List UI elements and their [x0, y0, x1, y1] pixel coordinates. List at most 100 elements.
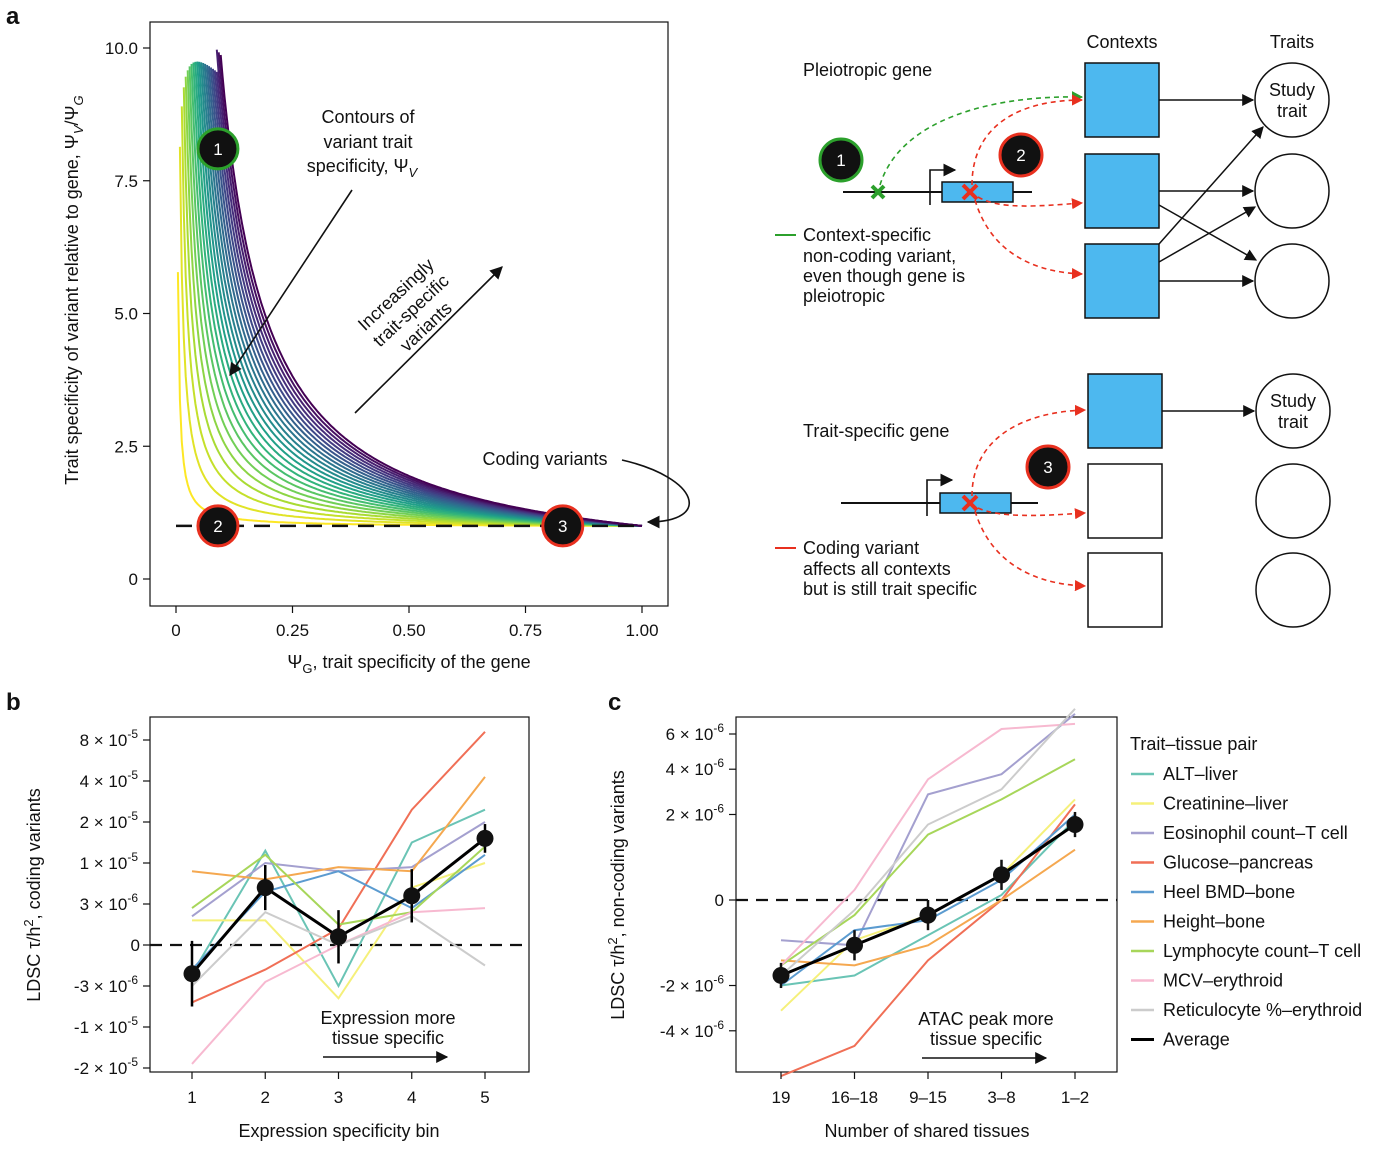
average-point [476, 829, 494, 847]
panel-a-letter: a [6, 3, 20, 30]
trait-circle-study-t [1255, 373, 1331, 449]
coding-annotation: Coding variants [482, 449, 607, 469]
y-tick-label: 2.5 [114, 437, 138, 456]
x-tick-label: 0.50 [392, 621, 425, 640]
increasing-arrow [354, 266, 503, 414]
point-marker-3 [541, 504, 585, 548]
y-tick-label: 3 × 10-6 [80, 891, 139, 914]
panel-b-annotation-line2: tissue specific [332, 1028, 444, 1048]
contours-annotation-line2: variant trait [323, 132, 412, 152]
series-line [780, 803, 1076, 1078]
coding-arrow [621, 459, 690, 529]
average-point [330, 928, 347, 946]
red-note-line1: Coding variant [803, 538, 919, 558]
series-line [192, 862, 486, 1000]
average-point [846, 936, 863, 954]
y-tick-label: 0 [129, 570, 138, 589]
red-dashed-arrow-1 [971, 94, 1084, 186]
red-note-line2: affects all contexts [803, 559, 951, 579]
panel-c-ylabel: LDSC τ/h2, non-coding variants [605, 770, 628, 1019]
point-marker-label: 2 [213, 517, 222, 536]
x-tick-label: 5 [480, 1088, 489, 1107]
series-line [191, 776, 486, 881]
panel-c-frame [735, 716, 1118, 1073]
panel-c-xlabel: Number of shared tissues [824, 1121, 1029, 1141]
trait-circle-p2 [1254, 153, 1330, 229]
red-dashed-arrow-6 [974, 510, 1087, 592]
contours-arrow [229, 189, 353, 377]
green-note-line4: pleiotropic [803, 286, 885, 306]
y-tick-label: 6 × 10-6 [666, 721, 725, 744]
ctx-trait-arrow-3 [1158, 204, 1258, 261]
series-line [191, 808, 486, 989]
red-dashed-arrow-5 [977, 507, 1087, 520]
legend-item-label: Average [1163, 1030, 1230, 1050]
green-dashed-arrow [879, 91, 1084, 186]
traits-header: Traits [1270, 32, 1314, 52]
study-trait-t-line2: trait [1278, 412, 1308, 432]
y-tick-label: 4 × 10-6 [666, 756, 725, 779]
y-tick-label: -4 × 10-6 [660, 1018, 724, 1041]
x-tick-label: 2 [261, 1088, 270, 1107]
average-point [993, 866, 1010, 884]
y-tick-label: 2 × 10-5 [80, 809, 139, 832]
average-point [183, 965, 201, 983]
pleiotropic-gene-box [941, 181, 1014, 203]
panel-a-points: 1 2 3 [196, 127, 585, 548]
legend: Trait–tissue pair ALT–liver Creatinine–li… [1130, 734, 1362, 1050]
y-tick-label: -3 × 10-6 [74, 973, 138, 996]
contours-annotation-line3: specificity, ΨV [307, 156, 419, 180]
marker-3-schematic [1025, 444, 1071, 490]
marker-3-schematic-label: 3 [1043, 458, 1052, 477]
x-tick-label: 19 [772, 1088, 791, 1107]
legend-item-label: Heel BMD–bone [1163, 882, 1295, 902]
x-tick-label: 16–18 [831, 1088, 878, 1107]
panel-b-annotation-line1: Expression more [320, 1008, 455, 1028]
legend-title: Trait–tissue pair [1130, 734, 1257, 754]
trait-specific-title: Trait-specific gene [803, 421, 949, 441]
marker-2-schematic-label: 2 [1016, 146, 1025, 165]
green-note-line1: Context-specific [803, 225, 931, 245]
legend-item-label: Height–bone [1163, 912, 1265, 932]
point-marker-label: 3 [558, 517, 567, 536]
marker-2-schematic [998, 132, 1044, 178]
context-box-p1 [1084, 62, 1160, 138]
panel-a-ticks: 0 0.25 0.50 0.75 1.00 0 2.5 5.0 7.5 10.0 [105, 39, 659, 640]
panel-c-chart: 19 16–18 9–15 3–8 1–2 6 × 10-6 4 × 10-6 2 × 10-… [605, 708, 1118, 1141]
contours-annotation-line1: Contours of [321, 107, 415, 127]
x-tick-label: 1 [187, 1088, 196, 1107]
pleiotropic-promoter-arrow [929, 163, 957, 205]
panel-b-chart: 1 2 3 4 5 8 × 10-5 4 × 10-5 2 × 10-5 1 × 10-5 3 ×… [21, 716, 530, 1141]
trait-circle-p3 [1254, 243, 1330, 319]
legend-item-label: MCV–erythroid [1163, 971, 1283, 991]
x-tick-label: 3 [334, 1088, 343, 1107]
red-note-line3: but is still trait specific [803, 579, 977, 599]
trait-circle-t3 [1255, 552, 1331, 628]
panel-b-ticks: 1 2 3 4 5 8 × 10-5 4 × 10-5 2 × 10-5 1 × 10-5 3 ×… [74, 727, 490, 1107]
y-tick-label: 0 [715, 891, 724, 910]
y-tick-label: -2 × 10-5 [74, 1055, 138, 1078]
x-tick-label: 0.25 [276, 621, 309, 640]
red-dashed-arrow-3 [974, 199, 1084, 280]
panel-c-letter: c [608, 689, 621, 716]
x-tick-label: 1–2 [1061, 1088, 1089, 1107]
x-tick-label: 0.75 [509, 621, 542, 640]
marker-1-schematic-label: 1 [836, 151, 845, 170]
y-tick-label: 8 × 10-5 [80, 727, 139, 750]
y-tick-label: 10.0 [105, 39, 138, 58]
point-marker-1 [196, 127, 240, 171]
increasing-annotation: Increasingly trait-specific variants [354, 254, 456, 355]
trait-specific-promoter-arrow [926, 473, 954, 516]
panel-a-xlabel: ΨG, trait specificity of the gene [287, 652, 530, 676]
study-trait-p-line1: Study [1269, 80, 1315, 100]
x-tick-label: 0 [171, 621, 180, 640]
average-point [772, 966, 790, 984]
x-tick-label: 3–8 [987, 1088, 1015, 1107]
y-tick-label: -1 × 10-5 [74, 1014, 138, 1037]
green-x-marker [870, 184, 886, 200]
trait-circle-t2 [1255, 463, 1331, 539]
red-x-marker-trait-specific [961, 494, 979, 512]
study-trait-p-line2: trait [1277, 101, 1307, 121]
y-tick-label: 4 × 10-5 [80, 768, 139, 791]
red-dashed-arrow-4 [971, 404, 1087, 497]
